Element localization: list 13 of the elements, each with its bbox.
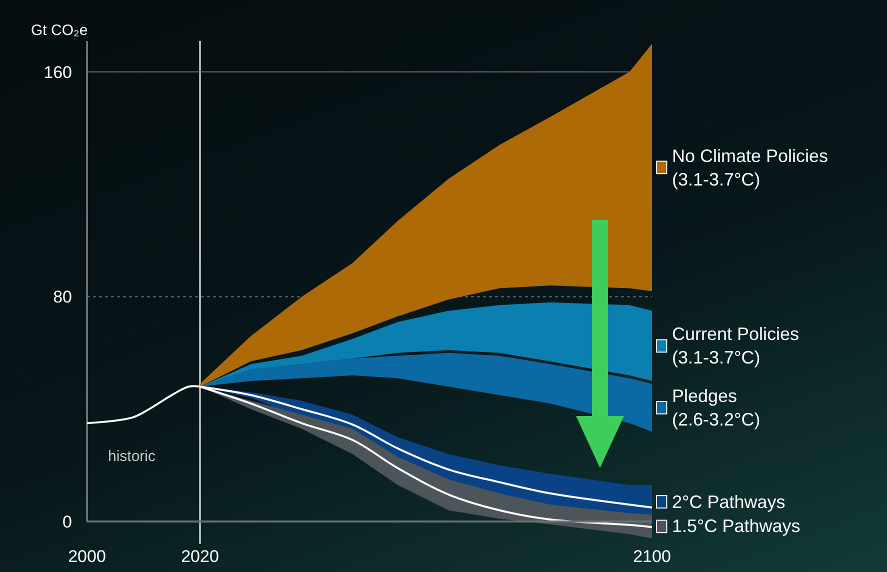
legend-label: 2°C Pathways bbox=[672, 492, 786, 512]
series-label: historic bbox=[108, 448, 156, 465]
x-tick-label: 2100 bbox=[633, 547, 671, 566]
y-tick-label: 80 bbox=[53, 288, 72, 307]
legend-label: Pledges (2.6-3.2°C) bbox=[672, 386, 760, 430]
legend-label: 1.5°C Pathways bbox=[672, 516, 800, 536]
y-tick-label: 0 bbox=[62, 512, 72, 532]
x-tick-label: 2000 bbox=[68, 547, 106, 566]
legend-label: Current Policies (3.1-3.7°C) bbox=[672, 324, 800, 368]
y-axis-title: Gt CO₂e bbox=[31, 22, 88, 39]
y-tick-label: 160 bbox=[44, 62, 72, 82]
legend-label: No Climate Policies (3.1-3.7°C) bbox=[672, 146, 828, 190]
x-tick-label: 2020 bbox=[181, 547, 219, 566]
